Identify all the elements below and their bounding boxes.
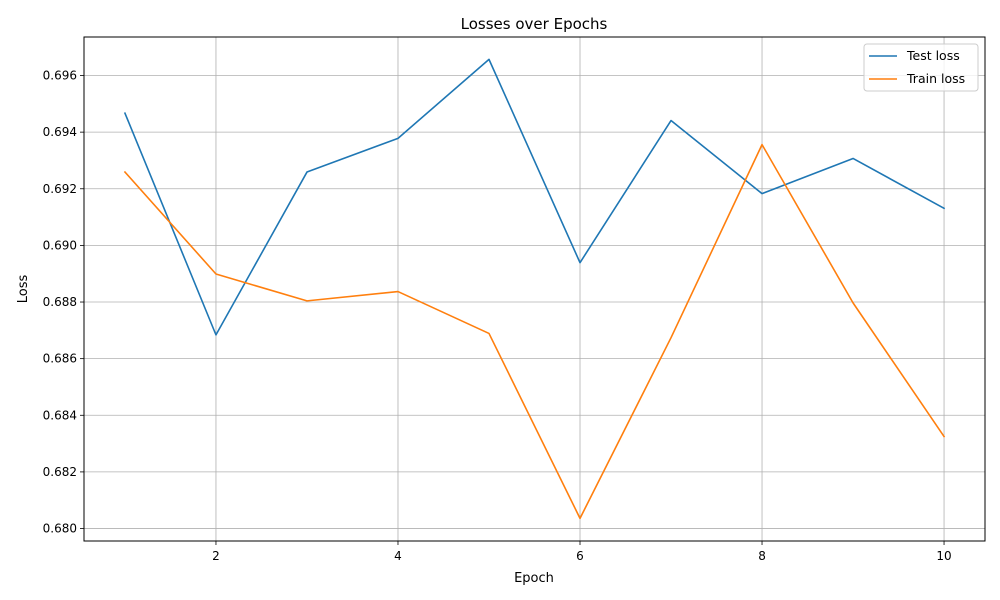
- x-axis-label: Epoch: [514, 571, 554, 586]
- y-tick-label: 0.686: [43, 352, 77, 366]
- grid: [84, 37, 985, 541]
- series-lines: [123, 58, 946, 520]
- legend: Test loss Train loss: [863, 43, 979, 92]
- series-line-train-loss: [123, 143, 946, 520]
- series-line-test-loss: [123, 58, 946, 336]
- x-tick-label: 8: [758, 549, 766, 563]
- y-tick-label: 0.694: [43, 125, 77, 139]
- y-tick-label: 0.682: [43, 465, 77, 479]
- x-tick-label: 4: [394, 549, 402, 563]
- y-tick-label: 0.696: [43, 69, 77, 83]
- chart-title: Losses over Epochs: [461, 15, 608, 33]
- legend-label-train-loss: Train loss: [906, 71, 965, 86]
- x-tick-label: 2: [212, 549, 220, 563]
- legend-label-test-loss: Test loss: [906, 48, 960, 63]
- x-tick-label: 6: [576, 549, 584, 563]
- y-axis-label: Loss: [16, 275, 31, 304]
- x-tick-label: 10: [936, 549, 951, 563]
- y-tick-label: 0.680: [43, 522, 77, 536]
- y-tick-label: 0.688: [43, 295, 77, 309]
- y-tick-label: 0.690: [43, 238, 77, 252]
- axis-ticks: 2 4 6 8 10 0.680 0.682 0.684 0.686 0.688 0.690 0.69…: [43, 69, 952, 563]
- y-tick-label: 0.692: [43, 182, 77, 196]
- plot-frame: [83, 36, 986, 542]
- y-tick-label: 0.684: [43, 408, 77, 422]
